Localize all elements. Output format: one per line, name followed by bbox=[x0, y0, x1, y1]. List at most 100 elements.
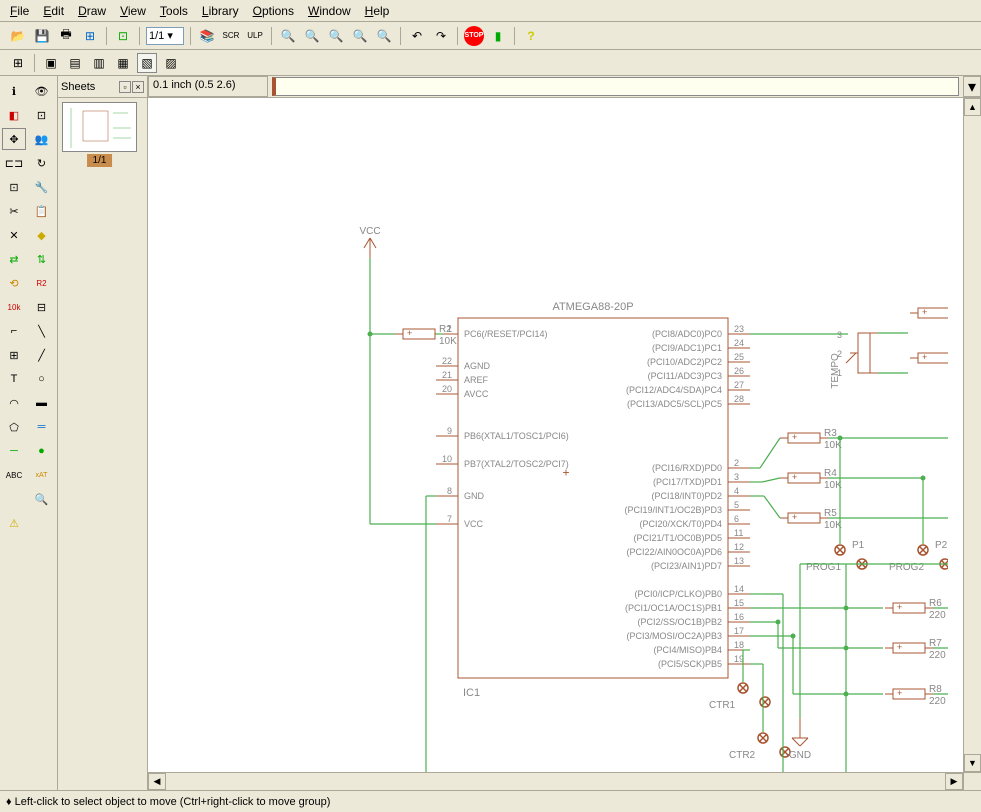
zoom-fit-icon[interactable]: 🔍 bbox=[326, 26, 346, 46]
command-history-dropdown[interactable]: ▾ bbox=[963, 76, 981, 97]
svg-text:24: 24 bbox=[734, 338, 744, 348]
copy-tool[interactable]: 👥 bbox=[30, 128, 54, 150]
move-tool[interactable]: ✥ bbox=[2, 128, 26, 150]
layout6-icon[interactable]: ▨ bbox=[161, 53, 181, 73]
print-icon[interactable]: 🖶 bbox=[56, 26, 76, 46]
open-icon[interactable]: 📂 bbox=[8, 26, 28, 46]
invoke-tool[interactable]: ⊞ bbox=[2, 344, 26, 366]
layout2-icon[interactable]: ▤ bbox=[65, 53, 85, 73]
sheets-max-icon[interactable]: ▫ bbox=[119, 81, 131, 93]
stop-icon[interactable]: STOP bbox=[464, 26, 484, 46]
scroll-up-icon[interactable]: ▲ bbox=[964, 98, 981, 116]
errors-tool[interactable]: ⚠ bbox=[2, 512, 26, 534]
undo-icon[interactable]: ↶ bbox=[407, 26, 427, 46]
schematic-canvas[interactable]: ATMEGA88-20PIC1+1PC6(/RESET/PCI14)22AGND… bbox=[148, 98, 963, 772]
rect-tool[interactable]: ▬ bbox=[30, 392, 54, 414]
info-tool[interactable]: ℹ bbox=[2, 80, 26, 102]
layout1-icon[interactable]: ▣ bbox=[41, 53, 61, 73]
dim-tool[interactable] bbox=[2, 488, 26, 510]
bus-tool[interactable]: ═ bbox=[30, 416, 54, 438]
horizontal-scrollbar[interactable]: ◀ ▶ bbox=[148, 772, 981, 790]
scroll-right-icon[interactable]: ▶ bbox=[945, 773, 963, 790]
junction-tool[interactable]: ● bbox=[30, 440, 54, 462]
smash-tool[interactable]: ⊟ bbox=[30, 296, 54, 318]
menu-edit[interactable]: Edit bbox=[37, 2, 70, 20]
svg-text:AVCC: AVCC bbox=[464, 389, 489, 399]
value-tool[interactable]: 10k bbox=[2, 296, 26, 318]
group-tool[interactable]: ⊡ bbox=[2, 176, 26, 198]
svg-text:P2: P2 bbox=[935, 540, 948, 551]
ulp-icon[interactable]: ULP bbox=[245, 26, 265, 46]
svg-text:(PCI18/INT0)PD2: (PCI18/INT0)PD2 bbox=[651, 491, 722, 501]
cam-icon[interactable]: ⊞ bbox=[80, 26, 100, 46]
menu-view[interactable]: View bbox=[114, 2, 152, 20]
menu-file[interactable]: File bbox=[4, 2, 35, 20]
wire-tool[interactable]: ╱ bbox=[30, 344, 54, 366]
svg-text:13: 13 bbox=[734, 556, 744, 566]
menu-library[interactable]: Library bbox=[196, 2, 245, 20]
scroll-left-icon[interactable]: ◀ bbox=[148, 773, 166, 790]
zoom-out-icon[interactable]: 🔍 bbox=[302, 26, 322, 46]
help-icon[interactable]: ? bbox=[521, 26, 541, 46]
gateswap-tool[interactable]: ⇅ bbox=[30, 248, 54, 270]
add-tool[interactable]: ◆ bbox=[30, 224, 54, 246]
menu-draw[interactable]: Draw bbox=[72, 2, 112, 20]
net-tool[interactable]: ─ bbox=[2, 440, 26, 462]
zoom-redraw-icon[interactable]: 🔍 bbox=[350, 26, 370, 46]
svg-text:15: 15 bbox=[734, 598, 744, 608]
zoom-level[interactable]: 1/1 ▾ bbox=[146, 27, 184, 45]
redo-icon[interactable]: ↷ bbox=[431, 26, 451, 46]
circle-tool[interactable]: ○ bbox=[30, 368, 54, 390]
grid-icon[interactable]: ⊞ bbox=[8, 53, 28, 73]
mark-tool[interactable]: ⊡ bbox=[30, 104, 54, 126]
svg-text:(PCI23/AIN1)PD7: (PCI23/AIN1)PD7 bbox=[651, 561, 722, 571]
menu-window[interactable]: Window bbox=[302, 2, 357, 20]
vertical-scrollbar[interactable]: ▲ ▼ bbox=[963, 98, 981, 772]
layer-tool[interactable]: ◧ bbox=[2, 104, 26, 126]
scroll-down-icon[interactable]: ▼ bbox=[964, 754, 981, 772]
arc-tool[interactable]: ◠ bbox=[2, 392, 26, 414]
layout4-icon[interactable]: ▦ bbox=[113, 53, 133, 73]
replace-tool[interactable]: ⟲ bbox=[2, 272, 26, 294]
tool-palette: ℹ 👁 ◧ ⊡ ✥ 👥 ⊏⊐ ↻ ⊡ 🔧 ✂ 📋 ✕ ◆ ⇄ ⇅ ⟲ R2 10… bbox=[0, 76, 58, 790]
rotate-tool[interactable]: ↻ bbox=[30, 152, 54, 174]
svg-text:16: 16 bbox=[734, 612, 744, 622]
zoom-in-icon[interactable]: 🔍 bbox=[278, 26, 298, 46]
text-tool[interactable]: T bbox=[2, 368, 26, 390]
miter-tool[interactable]: ⌐ bbox=[2, 320, 26, 342]
svg-text:26: 26 bbox=[734, 366, 744, 376]
attribute-tool[interactable]: xAT bbox=[30, 464, 54, 486]
paste-tool[interactable]: 📋 bbox=[30, 200, 54, 222]
svg-text:+: + bbox=[922, 352, 927, 362]
sheets-close-icon[interactable]: × bbox=[132, 81, 144, 93]
change-tool[interactable]: 🔧 bbox=[30, 176, 54, 198]
board-icon[interactable]: ⊡ bbox=[113, 26, 133, 46]
menu-help[interactable]: Help bbox=[359, 2, 396, 20]
layout3-icon[interactable]: ▥ bbox=[89, 53, 109, 73]
delete-tool[interactable]: ✕ bbox=[2, 224, 26, 246]
command-input[interactable] bbox=[272, 77, 959, 96]
erc-tool[interactable]: 🔍 bbox=[30, 488, 54, 510]
svg-text:28: 28 bbox=[734, 394, 744, 404]
layout5-icon[interactable]: ▧ bbox=[137, 53, 157, 73]
svg-text:27: 27 bbox=[734, 380, 744, 390]
script-icon[interactable]: SCR bbox=[221, 26, 241, 46]
cut-tool[interactable]: ✂ bbox=[2, 200, 26, 222]
menubar: File Edit Draw View Tools Library Option… bbox=[0, 0, 981, 22]
mirror-tool[interactable]: ⊏⊐ bbox=[2, 152, 26, 174]
use-icon[interactable]: 📚 bbox=[197, 26, 217, 46]
svg-text:R3: R3 bbox=[824, 428, 837, 439]
svg-text:R8: R8 bbox=[929, 684, 942, 695]
split-tool[interactable]: ╲ bbox=[30, 320, 54, 342]
menu-tools[interactable]: Tools bbox=[154, 2, 194, 20]
save-icon[interactable]: 💾 bbox=[32, 26, 52, 46]
polygon-tool[interactable]: ⬠ bbox=[2, 416, 26, 438]
menu-options[interactable]: Options bbox=[247, 2, 300, 20]
name-tool[interactable]: R2 bbox=[30, 272, 54, 294]
label-tool[interactable]: ABC bbox=[2, 464, 26, 486]
zoom-select-icon[interactable]: 🔍 bbox=[374, 26, 394, 46]
go-icon[interactable]: ▮ bbox=[488, 26, 508, 46]
sheet-thumbnail[interactable]: 1/1 bbox=[62, 102, 137, 152]
show-tool[interactable]: 👁 bbox=[30, 80, 54, 102]
pinswap-tool[interactable]: ⇄ bbox=[2, 248, 26, 270]
